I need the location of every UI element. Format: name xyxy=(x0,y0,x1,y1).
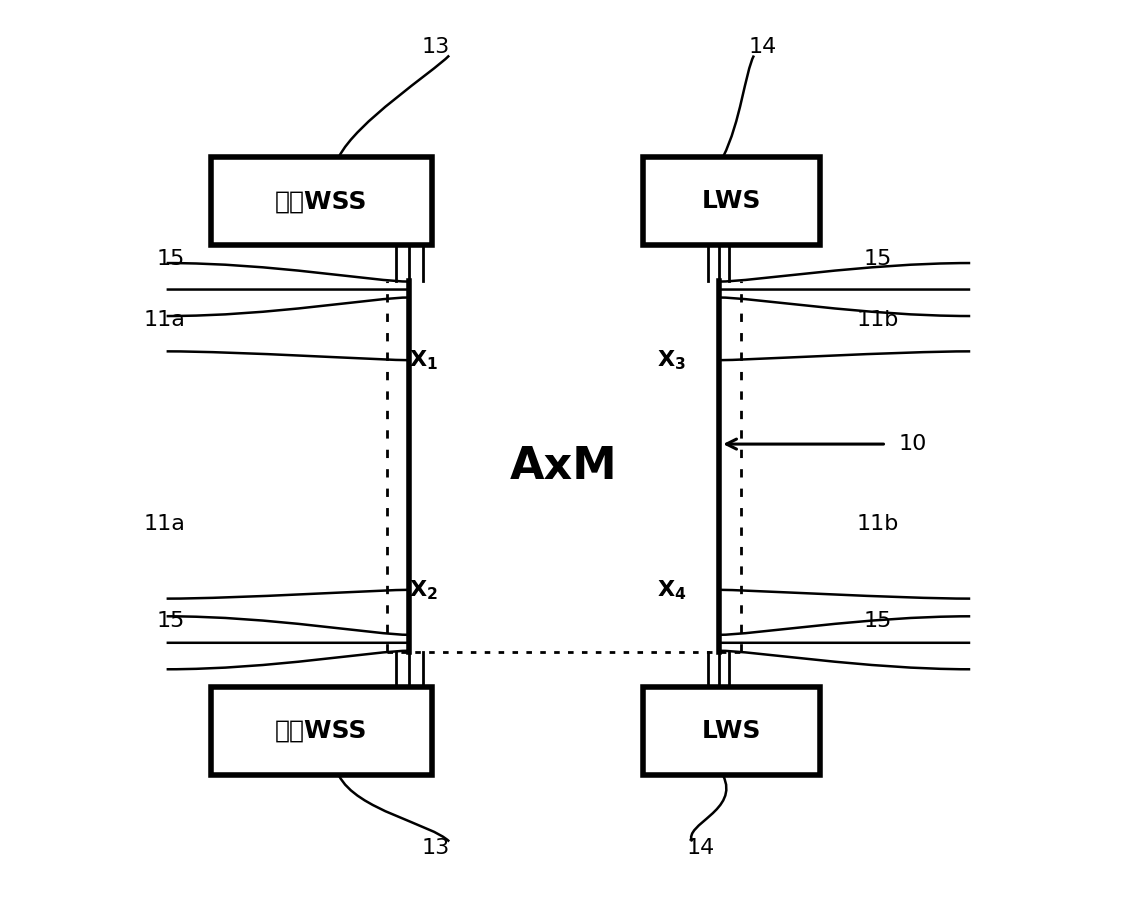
Text: 14: 14 xyxy=(749,37,777,57)
Bar xyxy=(211,687,432,775)
Bar xyxy=(643,687,820,775)
Text: LWS: LWS xyxy=(702,719,761,743)
Text: 15: 15 xyxy=(863,611,892,631)
Text: 10: 10 xyxy=(899,434,927,454)
Text: 11b: 11b xyxy=(856,514,899,534)
Text: 15: 15 xyxy=(157,248,185,268)
Text: 13: 13 xyxy=(422,37,450,57)
Text: $\bf{X_1}$: $\bf{X_1}$ xyxy=(409,348,439,372)
Text: 主动WSS: 主动WSS xyxy=(275,189,368,213)
Text: $\bf{X_4}$: $\bf{X_4}$ xyxy=(656,578,686,602)
Text: 15: 15 xyxy=(863,248,892,268)
Text: 15: 15 xyxy=(157,611,185,631)
Text: 11a: 11a xyxy=(144,514,186,534)
Text: 11a: 11a xyxy=(144,310,186,330)
Text: $\bf{X_2}$: $\bf{X_2}$ xyxy=(409,578,439,602)
Text: 13: 13 xyxy=(422,838,450,858)
Text: $\bf{X_3}$: $\bf{X_3}$ xyxy=(656,348,686,372)
Text: 11b: 11b xyxy=(856,310,899,330)
Bar xyxy=(211,157,432,246)
Text: 14: 14 xyxy=(687,838,715,858)
Bar xyxy=(387,281,741,651)
Text: AxM: AxM xyxy=(510,445,618,488)
Text: 主动WSS: 主动WSS xyxy=(275,719,368,743)
Bar xyxy=(643,157,820,246)
Text: LWS: LWS xyxy=(702,189,761,213)
